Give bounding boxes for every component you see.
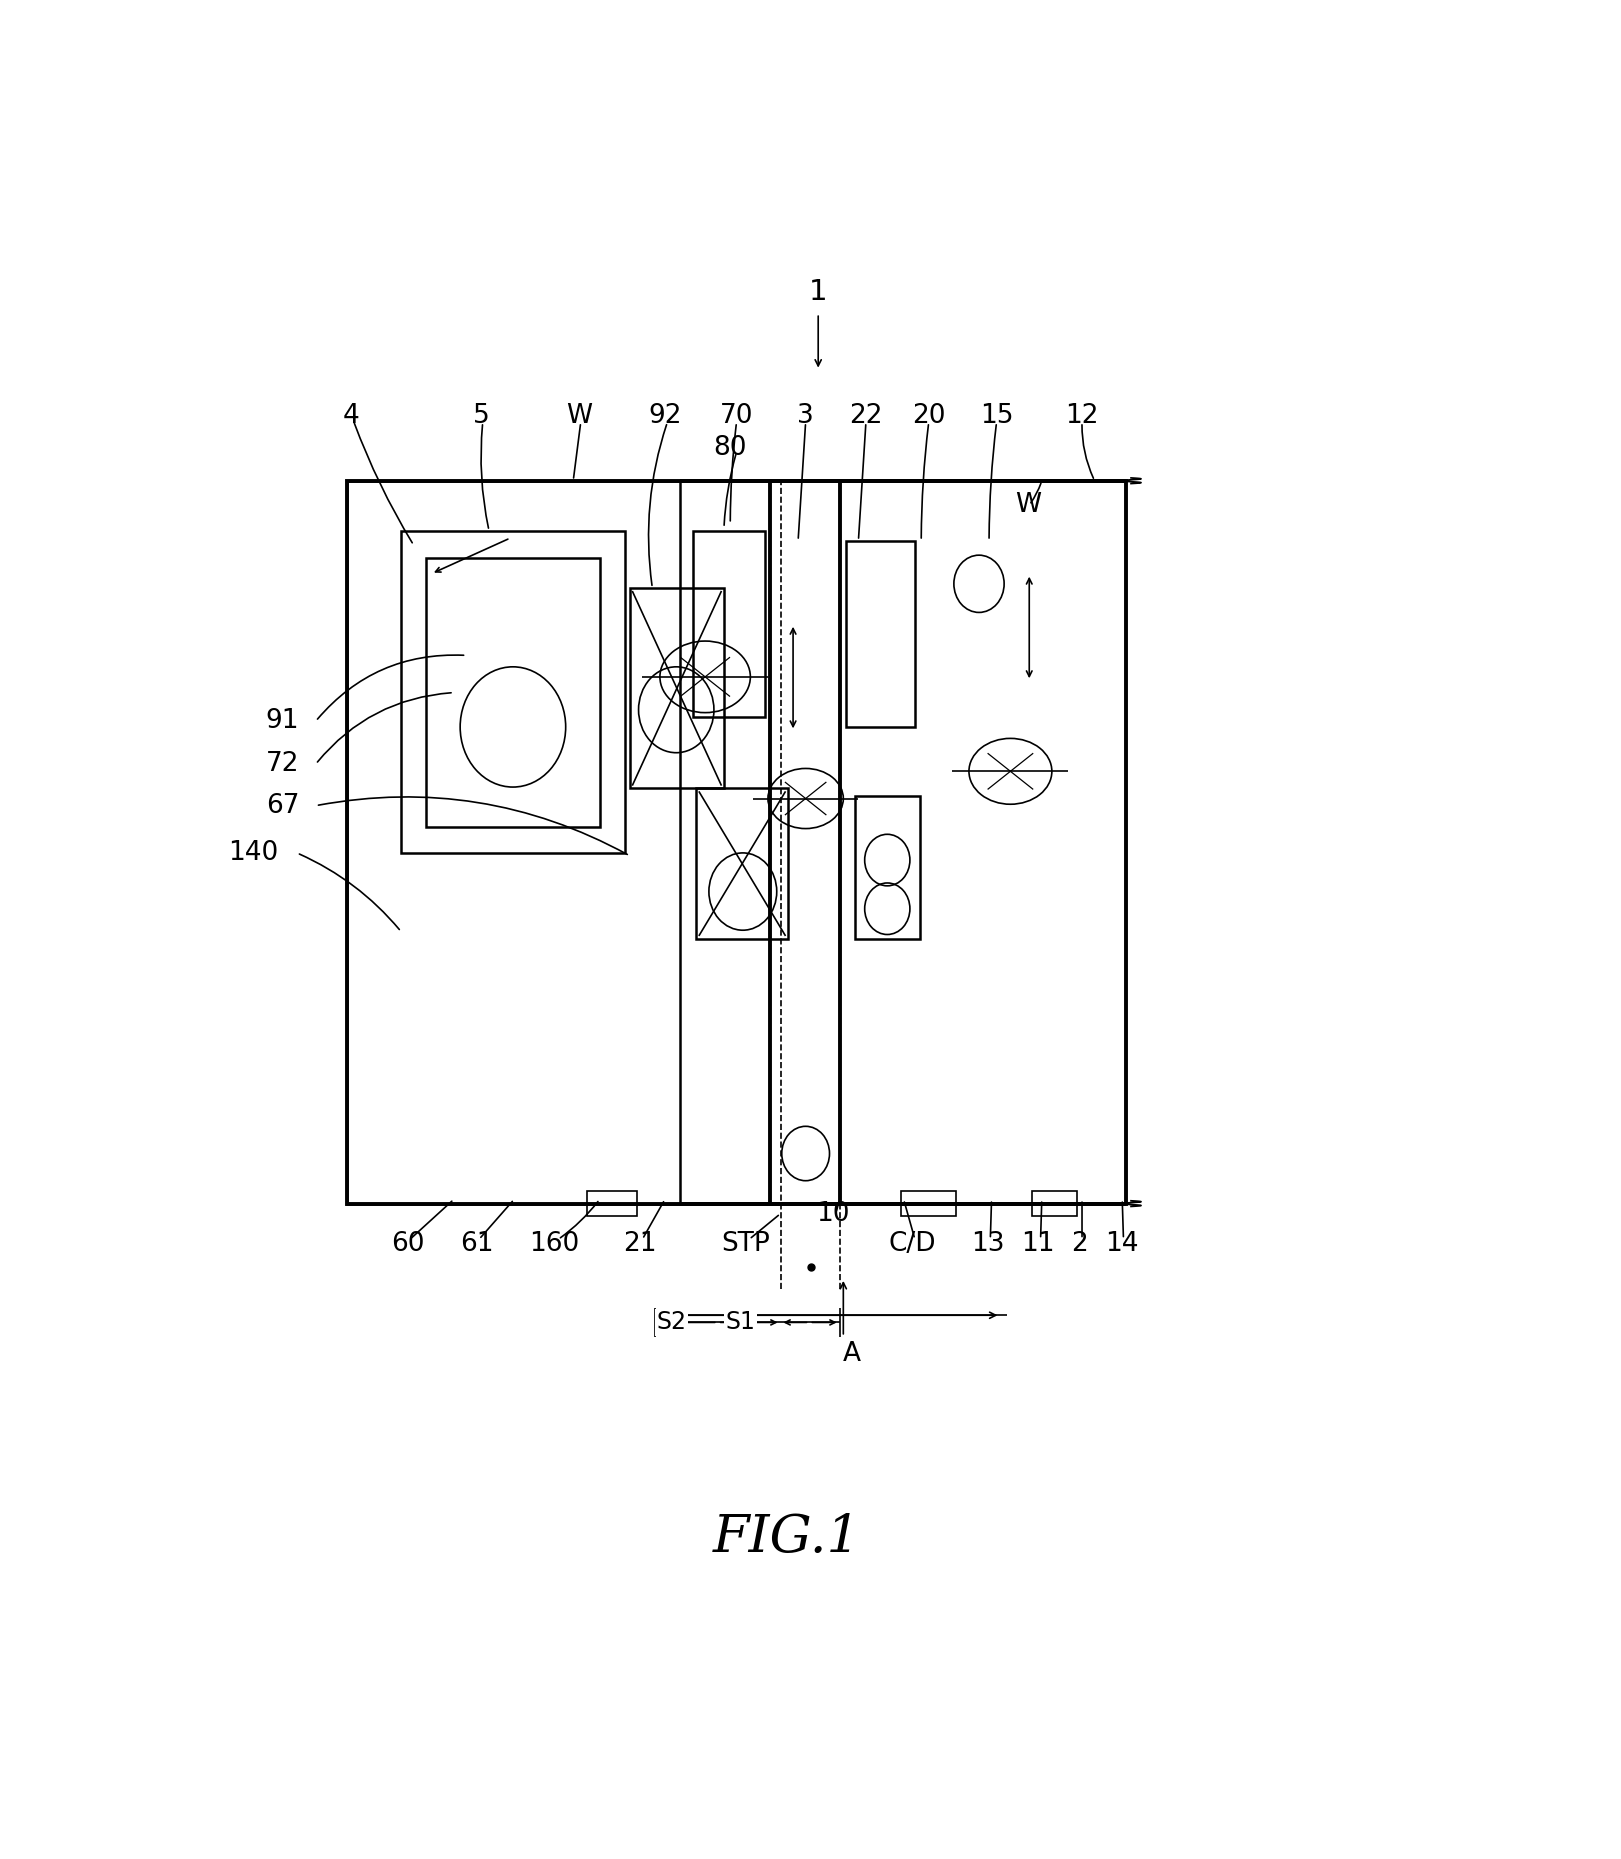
Text: A: A (843, 1340, 861, 1366)
Bar (697, 788, 788, 939)
Text: 4: 4 (342, 403, 360, 429)
Text: 140: 140 (229, 840, 279, 866)
Bar (587, 1192, 637, 1216)
Text: 60: 60 (391, 1231, 425, 1257)
Bar (854, 796, 921, 939)
Text: STP: STP (721, 1231, 770, 1257)
Text: 20: 20 (913, 403, 945, 429)
Text: 5: 5 (473, 403, 490, 429)
Text: 12: 12 (1065, 403, 1099, 429)
Text: 15: 15 (979, 403, 1013, 429)
Bar (770, 481, 840, 1203)
Text: 92: 92 (648, 403, 682, 429)
Bar (901, 1192, 956, 1216)
Bar (400, 532, 624, 853)
Text: 61: 61 (460, 1231, 493, 1257)
Bar (692, 532, 765, 718)
Bar (347, 481, 1127, 1203)
Bar (347, 481, 681, 1203)
Text: 21: 21 (622, 1231, 657, 1257)
Text: 67: 67 (266, 792, 300, 818)
Bar (846, 541, 914, 727)
Text: S2: S2 (657, 1311, 686, 1335)
Text: C/D: C/D (888, 1231, 937, 1257)
Text: 72: 72 (266, 751, 300, 777)
Text: 10: 10 (817, 1201, 849, 1227)
Text: S1: S1 (725, 1311, 755, 1335)
Text: W: W (1015, 493, 1041, 519)
Text: W: W (566, 403, 593, 429)
Text: 14: 14 (1106, 1231, 1140, 1257)
Text: 70: 70 (720, 403, 754, 429)
Text: 3: 3 (798, 403, 814, 429)
Text: 13: 13 (971, 1231, 1005, 1257)
Text: 2: 2 (1071, 1231, 1088, 1257)
Bar (426, 558, 600, 827)
Text: 22: 22 (849, 403, 883, 429)
Text: 160: 160 (530, 1231, 579, 1257)
Bar (1033, 1192, 1076, 1216)
Text: 11: 11 (1021, 1231, 1055, 1257)
Text: 91: 91 (266, 708, 300, 734)
Text: 1: 1 (809, 277, 827, 305)
Text: 80: 80 (713, 435, 747, 461)
Bar (631, 587, 725, 788)
Text: FIG.1: FIG.1 (713, 1511, 861, 1563)
